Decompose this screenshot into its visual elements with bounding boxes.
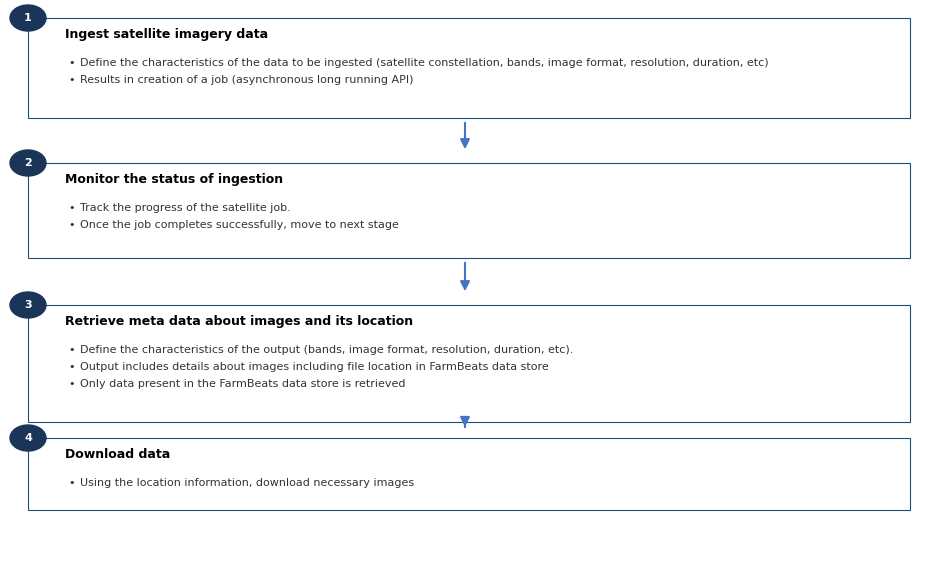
Text: •: • <box>69 362 75 372</box>
Text: Using the location information, download necessary images: Using the location information, download… <box>80 478 413 488</box>
Text: Download data: Download data <box>65 448 170 461</box>
Text: 2: 2 <box>24 158 32 168</box>
Text: •: • <box>69 345 75 355</box>
Text: •: • <box>69 220 75 230</box>
Text: Output includes details about images including file location in FarmBeats data s: Output includes details about images inc… <box>80 362 548 372</box>
Text: Define the characteristics of the data to be ingested (satellite constellation, : Define the characteristics of the data t… <box>80 58 768 68</box>
Text: Track the progress of the satellite job.: Track the progress of the satellite job. <box>80 203 290 213</box>
Text: •: • <box>69 58 75 68</box>
Text: Once the job completes successfully, move to next stage: Once the job completes successfully, mov… <box>80 220 399 230</box>
Text: Monitor the status of ingestion: Monitor the status of ingestion <box>65 173 283 186</box>
Text: 1: 1 <box>24 13 32 23</box>
Text: Only data present in the FarmBeats data store is retrieved: Only data present in the FarmBeats data … <box>80 379 405 389</box>
Ellipse shape <box>10 425 46 451</box>
Ellipse shape <box>10 292 46 318</box>
Text: •: • <box>69 203 75 213</box>
Bar <box>28 18 909 118</box>
Text: Results in creation of a job (asynchronous long running API): Results in creation of a job (asynchrono… <box>80 75 413 85</box>
Ellipse shape <box>10 5 46 31</box>
Text: Retrieve meta data about images and its location: Retrieve meta data about images and its … <box>65 315 413 328</box>
Bar <box>28 163 909 258</box>
Text: Define the characteristics of the output (bands, image format, resolution, durat: Define the characteristics of the output… <box>80 345 573 355</box>
Text: •: • <box>69 379 75 389</box>
Bar <box>28 305 909 422</box>
Bar <box>28 438 909 510</box>
Text: 3: 3 <box>24 300 32 310</box>
Text: •: • <box>69 478 75 488</box>
Text: 4: 4 <box>24 433 32 443</box>
Text: •: • <box>69 75 75 85</box>
Text: Ingest satellite imagery data: Ingest satellite imagery data <box>65 28 268 41</box>
Ellipse shape <box>10 150 46 176</box>
